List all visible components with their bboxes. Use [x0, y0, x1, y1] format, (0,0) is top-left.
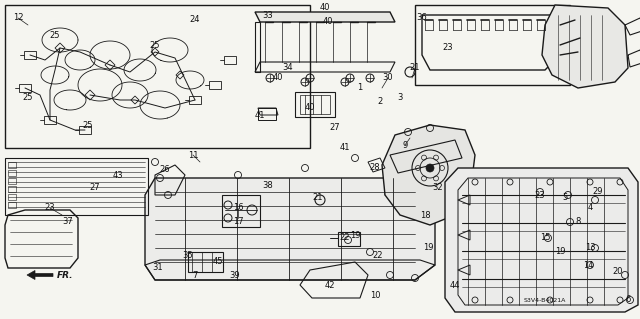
Text: 35: 35	[182, 250, 193, 259]
Bar	[222, 195, 260, 227]
Text: 25: 25	[150, 41, 160, 49]
Bar	[8, 194, 16, 200]
Bar	[8, 186, 16, 192]
Text: 19: 19	[555, 248, 565, 256]
Text: 2: 2	[378, 98, 383, 107]
Bar	[224, 56, 236, 64]
Text: 25: 25	[23, 93, 33, 102]
Text: 5: 5	[563, 194, 568, 203]
Bar	[188, 252, 223, 272]
Polygon shape	[542, 5, 628, 88]
Text: 19: 19	[423, 243, 433, 253]
Polygon shape	[255, 12, 395, 22]
Text: 29: 29	[593, 188, 604, 197]
Text: 1: 1	[357, 84, 363, 93]
Text: 23: 23	[45, 204, 55, 212]
Text: 18: 18	[420, 211, 430, 219]
Text: 21: 21	[410, 63, 420, 72]
Bar	[8, 202, 16, 208]
Bar	[79, 126, 91, 134]
Text: 40: 40	[320, 4, 330, 12]
Text: 45: 45	[212, 257, 223, 266]
Bar	[44, 116, 56, 124]
Text: 28: 28	[370, 164, 380, 173]
Polygon shape	[382, 125, 475, 225]
Text: 13: 13	[585, 243, 595, 253]
Text: 8: 8	[575, 218, 580, 226]
Text: 39: 39	[230, 271, 240, 279]
Polygon shape	[445, 168, 638, 312]
Text: 40: 40	[273, 73, 284, 83]
Bar	[338, 232, 360, 246]
Text: 3: 3	[397, 93, 403, 102]
Text: 38: 38	[262, 181, 273, 189]
Text: 44: 44	[450, 280, 460, 290]
Text: 33: 33	[262, 11, 273, 19]
Text: 25: 25	[83, 121, 93, 130]
Text: 42: 42	[324, 280, 335, 290]
Text: 37: 37	[63, 218, 74, 226]
Text: 4: 4	[588, 204, 593, 212]
Text: 43: 43	[113, 170, 124, 180]
Text: 27: 27	[90, 183, 100, 192]
Bar	[24, 51, 36, 59]
Text: 32: 32	[433, 183, 444, 192]
Text: 17: 17	[233, 218, 243, 226]
Text: 41: 41	[340, 144, 350, 152]
Text: 31: 31	[153, 263, 163, 272]
Text: 16: 16	[233, 204, 243, 212]
Bar	[5, 5, 310, 148]
Text: 11: 11	[188, 151, 198, 160]
Polygon shape	[145, 178, 435, 280]
Text: 27: 27	[330, 123, 340, 132]
Text: 15: 15	[540, 234, 550, 242]
Bar	[8, 170, 16, 176]
Text: 36: 36	[417, 13, 428, 23]
Bar	[415, 5, 570, 85]
Bar	[300, 95, 330, 114]
Text: 25: 25	[50, 31, 60, 40]
Text: 22: 22	[372, 250, 383, 259]
Text: 22: 22	[340, 234, 350, 242]
Text: 34: 34	[283, 63, 293, 72]
Text: 12: 12	[13, 13, 23, 23]
Text: 21: 21	[313, 194, 323, 203]
Text: 26: 26	[160, 166, 170, 174]
Text: 20: 20	[612, 268, 623, 277]
Text: 9: 9	[403, 140, 408, 150]
Text: S3V4-B4021A: S3V4-B4021A	[524, 298, 566, 302]
Text: 41: 41	[255, 110, 265, 120]
Text: 40: 40	[323, 18, 333, 26]
Text: 14: 14	[583, 261, 593, 270]
Bar	[19, 84, 31, 92]
Bar	[258, 108, 276, 120]
Bar	[8, 162, 16, 168]
Text: 24: 24	[189, 16, 200, 25]
Text: 40: 40	[305, 103, 316, 113]
Bar	[189, 96, 201, 104]
Text: 10: 10	[370, 291, 380, 300]
FancyArrow shape	[27, 271, 53, 279]
Bar	[8, 178, 16, 184]
Text: 23: 23	[443, 43, 453, 53]
Text: 23: 23	[534, 190, 545, 199]
Text: 30: 30	[383, 73, 394, 83]
Text: 6: 6	[625, 295, 630, 305]
Text: FR.: FR.	[57, 271, 74, 280]
Circle shape	[426, 164, 434, 172]
Text: 7: 7	[192, 271, 198, 279]
Text: 19: 19	[349, 231, 360, 240]
Bar	[209, 81, 221, 89]
Bar	[295, 92, 335, 117]
